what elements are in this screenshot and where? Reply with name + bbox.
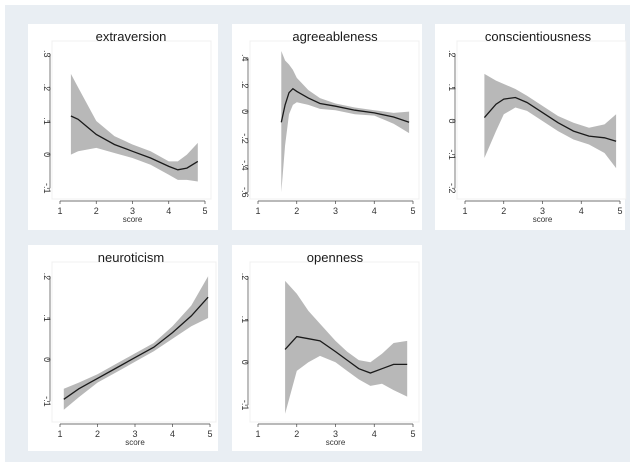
fitted-line [483,96,617,142]
panel-openness: openness -.1 0 .1 .2 1 2 3 4 5 score [232,245,422,451]
panel-title: extraversion [96,29,167,44]
fitted-line [63,296,209,400]
x-tick-label: 3 [540,206,545,216]
x-axis-label: score [533,215,553,224]
panel-conscientiousness: conscientiousness -.2 -.1 0 .1 .2 1 2 3 4 5 score [435,24,627,230]
fitted-line [284,335,408,374]
x-tick-label: 1 [255,429,260,439]
x-tick-label: 5 [410,429,415,439]
x-tick-label: 1 [57,429,62,439]
x-tick-label: 4 [166,206,171,216]
x-tick-label: 4 [372,429,377,439]
x-tick-label: 5 [617,206,622,216]
y-tick-label: .4 [240,54,250,62]
y-tick-label: -.1 [42,396,52,407]
x-tick-label: 1 [255,206,260,216]
y-tick-label: .3 [42,50,52,58]
y-tick-label: .2 [447,50,457,58]
x-tick-label: 2 [294,206,299,216]
confidence-band [484,73,617,169]
fitted-line [280,87,410,123]
fitted-line [70,115,199,171]
y-tick-label: .1 [42,314,52,322]
x-tick-label: 2 [294,429,299,439]
x-tick-label: 2 [501,206,506,216]
y-tick-label: -.2 [240,133,250,144]
y-tick-label: 0 [42,152,52,157]
y-tick-label: .2 [42,273,52,281]
panel-title: openness [307,250,364,265]
x-axis-label: score [125,438,145,447]
y-tick-label: .2 [42,84,52,92]
x-tick-label: 5 [410,206,415,216]
x-tick-label: 2 [95,429,100,439]
x-tick-label: 3 [132,429,137,439]
x-tick-label: 1 [462,206,467,216]
y-tick-label: -.1 [42,183,52,194]
confidence-band [285,280,408,414]
y-tick-label: 0 [240,109,250,114]
x-tick-label: 1 [57,206,62,216]
y-tick-label: -.4 [240,160,250,171]
y-tick-label: .1 [447,84,457,92]
y-tick-label: -.2 [447,183,457,194]
x-axis-label: score [326,438,346,447]
y-tick-label: -.1 [447,149,457,160]
x-tick-label: 5 [207,429,212,439]
x-tick-label: 4 [170,429,175,439]
y-tick-label: .1 [240,316,250,324]
x-axis-label: score [123,215,143,224]
y-tick-label: .1 [42,117,52,125]
x-tick-label: 3 [333,429,338,439]
y-tick-label: .2 [240,81,250,89]
y-tick-label: .2 [240,273,250,281]
x-tick-label: 3 [333,206,338,216]
x-tick-label: 4 [579,206,584,216]
panel-neuroticism: neuroticism -.1 0 .1 .2 1 2 3 4 5 score [28,245,218,451]
panel-title: agreeableness [292,29,378,44]
panel-extraversion: extraversion -.1 0 .1 .2 .3 1 2 3 4 5 score [28,24,218,230]
panel-title: conscientiousness [485,29,592,44]
panel-title: neuroticism [98,250,164,265]
confidence-band [70,73,198,182]
x-tick-label: 5 [202,206,207,216]
x-tick-label: 2 [94,206,99,216]
y-tick-label: 0 [447,118,457,123]
y-tick-label: -.6 [240,187,250,198]
panel-agreeableness: agreeableness -.6 -.4 -.2 0 .2 .4 1 2 3 4 5 [232,24,422,230]
x-tick-label: 3 [130,206,135,216]
y-tick-label: -.1 [240,400,250,411]
y-tick-label: 0 [240,360,250,365]
x-tick-label: 4 [372,206,377,216]
y-tick-label: 0 [42,357,52,362]
